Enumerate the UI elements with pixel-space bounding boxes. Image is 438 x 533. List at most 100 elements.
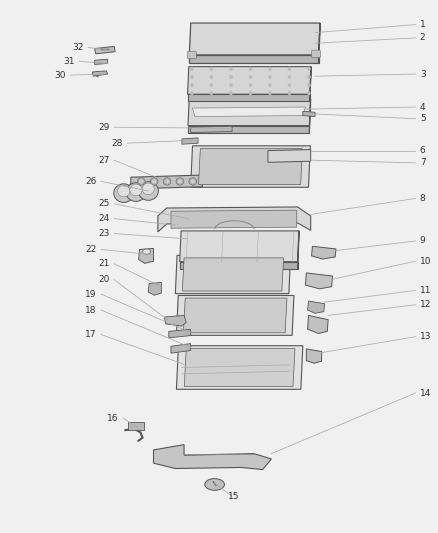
- Text: 17: 17: [85, 330, 97, 339]
- Polygon shape: [311, 246, 336, 259]
- Text: 21: 21: [99, 260, 110, 268]
- Ellipse shape: [118, 185, 130, 197]
- Polygon shape: [95, 46, 115, 54]
- Circle shape: [268, 91, 272, 95]
- Polygon shape: [303, 111, 315, 117]
- Ellipse shape: [139, 179, 144, 183]
- Text: 5: 5: [420, 114, 426, 123]
- Polygon shape: [192, 107, 305, 117]
- Text: 13: 13: [420, 332, 431, 341]
- Circle shape: [210, 75, 213, 79]
- Circle shape: [307, 67, 311, 71]
- Polygon shape: [182, 138, 198, 144]
- Polygon shape: [191, 126, 232, 133]
- Ellipse shape: [126, 183, 146, 201]
- Circle shape: [210, 91, 213, 95]
- FancyBboxPatch shape: [187, 51, 196, 59]
- Circle shape: [288, 67, 291, 71]
- Text: 20: 20: [99, 275, 110, 284]
- Ellipse shape: [138, 182, 158, 200]
- Ellipse shape: [178, 179, 182, 183]
- Text: 2: 2: [420, 34, 425, 43]
- Text: 15: 15: [228, 491, 239, 500]
- Polygon shape: [148, 282, 161, 295]
- Polygon shape: [128, 422, 144, 430]
- Ellipse shape: [176, 177, 184, 185]
- Ellipse shape: [114, 184, 134, 203]
- Text: 6: 6: [420, 146, 426, 155]
- Ellipse shape: [163, 177, 171, 185]
- Polygon shape: [268, 150, 311, 163]
- Circle shape: [268, 83, 272, 87]
- FancyBboxPatch shape: [311, 50, 320, 58]
- Polygon shape: [305, 273, 332, 289]
- Circle shape: [190, 91, 194, 95]
- Text: 8: 8: [420, 194, 426, 203]
- Polygon shape: [184, 349, 295, 386]
- Polygon shape: [153, 445, 272, 470]
- Text: 19: 19: [85, 289, 97, 298]
- Polygon shape: [169, 329, 191, 338]
- Polygon shape: [131, 175, 202, 189]
- Circle shape: [229, 83, 233, 87]
- Polygon shape: [189, 55, 318, 63]
- Text: 27: 27: [99, 156, 110, 165]
- Polygon shape: [310, 67, 311, 101]
- Text: 29: 29: [99, 123, 110, 132]
- Polygon shape: [95, 59, 108, 64]
- Polygon shape: [171, 210, 297, 228]
- Circle shape: [210, 83, 213, 87]
- Polygon shape: [198, 149, 303, 184]
- Text: 23: 23: [99, 229, 110, 238]
- Polygon shape: [139, 248, 153, 263]
- Text: 28: 28: [112, 139, 123, 148]
- Circle shape: [249, 75, 252, 79]
- Polygon shape: [92, 71, 108, 76]
- Circle shape: [307, 91, 311, 95]
- Circle shape: [268, 67, 272, 71]
- Circle shape: [268, 75, 272, 79]
- Polygon shape: [182, 258, 283, 291]
- Text: 3: 3: [420, 70, 426, 78]
- Text: 11: 11: [420, 286, 431, 295]
- Polygon shape: [307, 301, 325, 313]
- Ellipse shape: [205, 479, 224, 490]
- Ellipse shape: [191, 179, 195, 183]
- Text: 31: 31: [64, 57, 75, 66]
- Polygon shape: [184, 298, 287, 333]
- Text: 30: 30: [55, 70, 66, 79]
- Text: 7: 7: [420, 158, 426, 167]
- Polygon shape: [187, 94, 310, 101]
- Polygon shape: [187, 67, 311, 94]
- Ellipse shape: [142, 183, 154, 195]
- Ellipse shape: [150, 177, 158, 185]
- Polygon shape: [191, 146, 311, 187]
- Text: 32: 32: [72, 43, 84, 52]
- Polygon shape: [188, 99, 311, 126]
- Text: 12: 12: [420, 300, 431, 309]
- Text: 18: 18: [85, 305, 97, 314]
- Polygon shape: [180, 231, 299, 262]
- Circle shape: [229, 91, 233, 95]
- Polygon shape: [164, 316, 186, 326]
- Circle shape: [190, 75, 194, 79]
- Circle shape: [249, 83, 252, 87]
- Ellipse shape: [152, 179, 156, 183]
- Text: 4: 4: [420, 102, 425, 111]
- Ellipse shape: [165, 179, 169, 183]
- Polygon shape: [318, 23, 320, 63]
- Circle shape: [288, 75, 291, 79]
- Text: 16: 16: [107, 414, 119, 423]
- Circle shape: [229, 75, 233, 79]
- Polygon shape: [180, 262, 297, 269]
- Polygon shape: [307, 316, 328, 334]
- Text: 9: 9: [420, 237, 426, 246]
- Circle shape: [307, 83, 311, 87]
- Polygon shape: [175, 255, 290, 294]
- Circle shape: [190, 67, 194, 71]
- Polygon shape: [188, 126, 309, 133]
- Polygon shape: [189, 23, 320, 55]
- Text: 22: 22: [85, 245, 97, 254]
- Text: 26: 26: [85, 177, 97, 186]
- Text: 14: 14: [420, 389, 431, 398]
